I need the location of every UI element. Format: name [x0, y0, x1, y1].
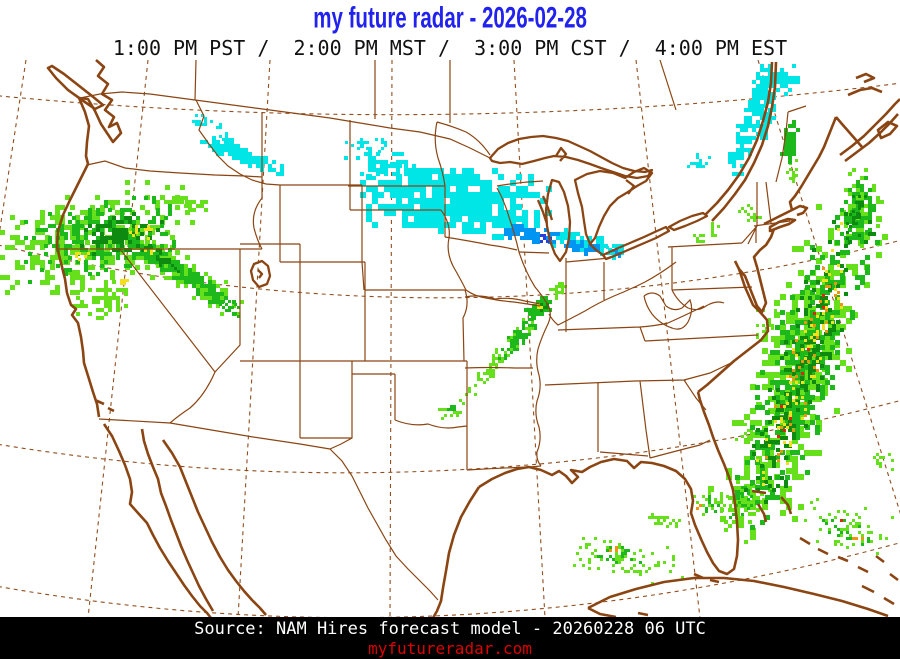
page-title: my future radar - 2026-02-28: [0, 1, 900, 35]
plains-state-lines: [300, 121, 542, 471]
coastlines: [46, 59, 900, 619]
gulf-coast: [431, 391, 740, 619]
baja-mexico-coast: [102, 423, 267, 619]
pacific-coast: [55, 59, 123, 418]
lake-huron: [573, 166, 654, 256]
page-title-text: my future radar - 2026-02-28: [313, 1, 587, 35]
bahamas-islands: [751, 489, 899, 606]
cuba: [587, 576, 889, 619]
lake-erie: [601, 225, 671, 261]
newengland-state-lines: [741, 181, 791, 245]
source-text: Source: NAM Hires forecast model - 20260…: [194, 619, 706, 639]
footer-bar: Source: NAM Hires forecast model - 20260…: [0, 617, 900, 659]
nova-scotia: [839, 72, 900, 163]
radar-cells-b: [504, 224, 621, 258]
st-lawrence-river: [704, 61, 778, 222]
rivers: [440, 187, 677, 467]
missouri-river: [440, 209, 541, 307]
great-salt-lake: [249, 259, 272, 289]
lake-michigan: [536, 178, 572, 263]
radar-cells-c: [192, 64, 800, 260]
lake-ontario: [667, 211, 709, 232]
canada-border: [79, 59, 807, 183]
ohio-river: [548, 261, 677, 326]
east-state-lines: [496, 180, 759, 459]
state-borders: [57, 59, 807, 601]
mississippi-river: [496, 187, 551, 467]
site-link[interactable]: myfutureradar.com: [368, 639, 532, 658]
timezone-times: 1:00 PM PST / 2:00 PM MST / 3:00 PM CST …: [112, 36, 788, 60]
west-state-lines: [57, 99, 439, 601]
atlantic-coast: [697, 116, 863, 394]
great-lakes: [249, 134, 709, 289]
graticule-lines: [0, 59, 900, 619]
